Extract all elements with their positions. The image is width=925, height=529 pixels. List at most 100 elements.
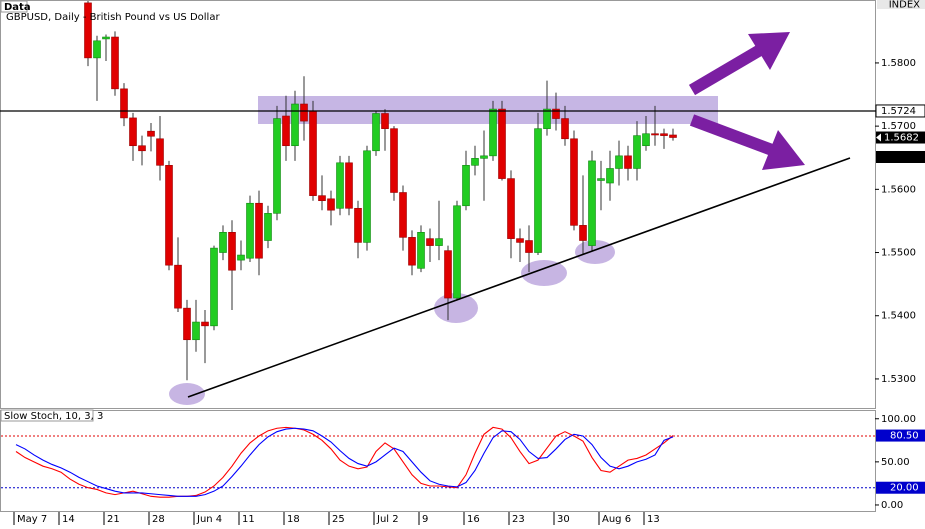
candle-body	[669, 134, 677, 138]
candle-body	[201, 321, 209, 327]
stoch-title: Slow Stoch, 10, 3, 3	[4, 411, 103, 422]
candle-body	[624, 155, 632, 169]
badge-box	[0, 0, 28, 13]
y-tick-label: 0.00	[881, 500, 903, 511]
y-tick-label: 1.5300	[881, 374, 916, 385]
candle-body	[336, 162, 344, 209]
stoch-panel	[0, 410, 876, 512]
candle-body	[255, 202, 263, 259]
arrow-shaft	[688, 44, 764, 96]
x-tick-label: Jun 4	[196, 514, 222, 525]
candle-body	[228, 232, 236, 271]
candle-body	[579, 225, 587, 241]
y-tick-label: 100.00	[881, 414, 916, 425]
candle-body	[381, 113, 389, 129]
x-tick-label: Jul 2	[376, 514, 399, 525]
candle-body	[408, 237, 416, 266]
badge: Data	[4, 2, 31, 13]
x-tick-label: 16	[467, 514, 480, 525]
support-circle	[521, 260, 567, 286]
x-tick-label: 30	[557, 514, 570, 525]
last-stoch-box	[876, 429, 925, 442]
annotations	[169, 96, 718, 405]
candle-body	[273, 118, 281, 214]
candle-body	[372, 113, 380, 152]
axis-label: INDEX	[889, 0, 920, 11]
x-tick-label: May 7	[17, 514, 47, 525]
candle-body	[435, 238, 443, 246]
candle-body	[507, 178, 515, 239]
candle-body	[345, 162, 353, 209]
y-tick-label: 1.5500	[881, 248, 916, 259]
stoch-title-box	[0, 409, 94, 422]
x-tick-label: 28	[152, 514, 165, 525]
stoch-line	[15, 427, 674, 497]
candle-body	[561, 118, 569, 140]
candle-body	[165, 165, 173, 266]
candle-body	[93, 40, 101, 59]
candle-body	[264, 213, 272, 241]
index-box	[877, 0, 925, 9]
candle-body	[489, 108, 497, 157]
arrow-shaft	[689, 114, 775, 156]
candle-body	[543, 108, 551, 129]
hline-label: 1.5724	[881, 106, 916, 117]
price-panel	[0, 0, 876, 409]
x-tick-label: 23	[512, 514, 525, 525]
x-tick-label: 13	[647, 514, 660, 525]
level-label-box	[876, 481, 925, 494]
candle-body	[642, 133, 650, 147]
y-tick-label: 1.5700	[881, 121, 916, 132]
candle-body	[471, 158, 479, 166]
y-tick-label: 1.5800	[881, 58, 916, 69]
x-tick-label: Aug 6	[602, 514, 631, 525]
x-tick-label: 18	[287, 514, 300, 525]
y-tick-label: 1.5600	[881, 184, 916, 195]
candle-body	[534, 128, 542, 253]
candle-body	[516, 238, 524, 243]
candle-body	[354, 207, 362, 243]
arrow-head	[762, 130, 805, 170]
x-tick-label: 14	[62, 514, 75, 525]
candle-body	[363, 150, 371, 243]
support-circle	[169, 383, 205, 405]
candle-body	[453, 205, 461, 299]
candle-body	[102, 36, 110, 40]
last-stoch-label: 80.50	[890, 431, 919, 442]
candle-body	[111, 36, 119, 90]
candle-body	[210, 247, 218, 327]
y-tick-label: 1.5400	[881, 311, 916, 322]
candle-body	[525, 240, 533, 253]
candle-body	[282, 115, 290, 147]
candle-body	[183, 307, 191, 341]
candle-body	[633, 135, 641, 169]
candle-body	[291, 103, 299, 147]
candle-body	[219, 232, 227, 253]
candle-body	[444, 250, 452, 299]
candle-body	[327, 198, 335, 211]
marker-box	[876, 151, 925, 163]
candle-body	[390, 128, 398, 193]
candle-body	[192, 321, 200, 341]
arrow-head	[748, 32, 790, 70]
last-price-box	[876, 131, 925, 144]
y-tick-label: 50.00	[881, 457, 910, 468]
support-circle	[434, 293, 478, 323]
candle-body	[174, 264, 182, 309]
candle-body	[480, 155, 488, 159]
candle-body	[651, 133, 659, 136]
x-tick-label: 9	[422, 514, 428, 525]
candle-body	[615, 155, 623, 169]
candle-body	[660, 133, 668, 136]
candle-body	[606, 168, 614, 184]
candle-body	[237, 254, 245, 261]
trend-line	[187, 157, 851, 398]
candle-body	[84, 2, 92, 59]
candle-body	[318, 195, 326, 202]
candle-body	[300, 103, 308, 122]
candle-body	[246, 202, 254, 259]
candle-body	[588, 160, 596, 246]
candle-body	[147, 130, 155, 137]
